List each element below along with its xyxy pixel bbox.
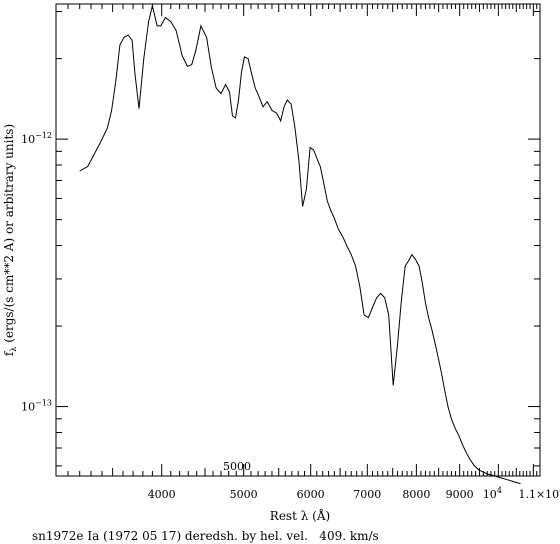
annotation-label: 5000 [223, 460, 251, 473]
y-tick-label: 10−13 [21, 399, 52, 414]
y-tick-label: 10−12 [21, 131, 52, 146]
x-ticks: 4000 5000 6000 7000 8000 9000 104 1.1×104 [55, 4, 560, 501]
x-tick-label: 4000 [148, 488, 176, 501]
y-axis-label-rest: (ergs/(s cm**2 A) or arbitrary units) [2, 124, 16, 347]
y-axis-label: fλ (ergs/(s cm**2 A) or arbitrary units) [2, 124, 18, 356]
chart-caption: sn1972e Ia (1972 05 17) deredsh. by hel.… [32, 529, 379, 543]
x-tick-label: 8000 [402, 488, 430, 501]
y-ticks: 10−12 10−13 [21, 10, 540, 467]
y-axis-label-sub: λ [9, 347, 18, 352]
x-axis-label: Rest λ (Å) [270, 508, 330, 523]
x-tick-label: 5000 [230, 488, 258, 501]
x-tick-label: 6000 [297, 488, 325, 501]
plot-frame [55, 3, 541, 477]
x-tick-label: 1.1×104 [518, 486, 560, 501]
x-tick-label: 9000 [446, 488, 474, 501]
spectrum-series-line [79, 5, 521, 485]
y-axis-label-main: f [2, 350, 16, 356]
x-tick-label: 7000 [353, 488, 381, 501]
x-tick-label: 104 [483, 486, 502, 501]
